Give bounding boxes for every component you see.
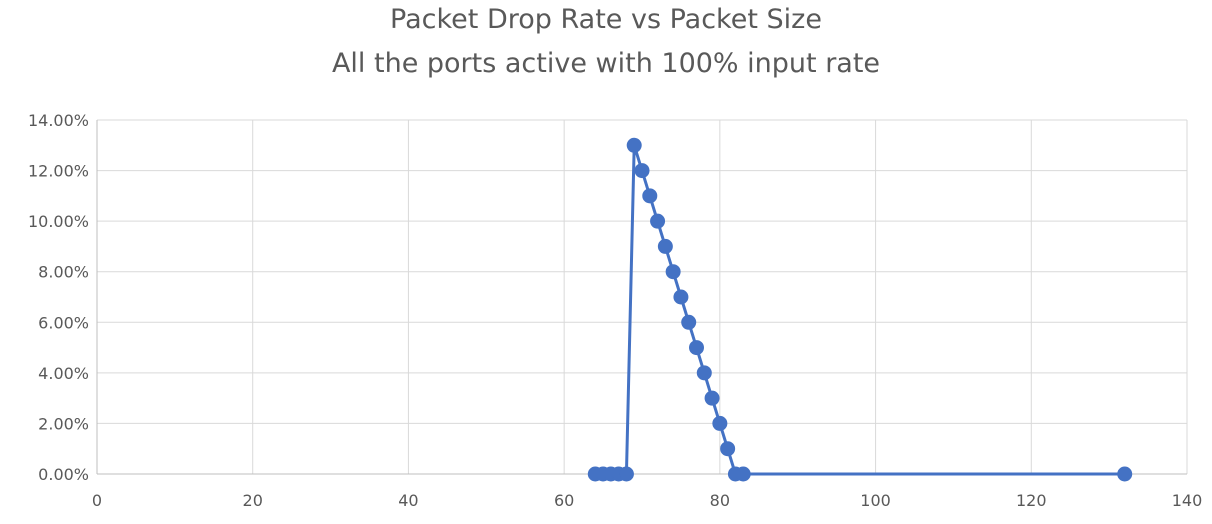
data-point [681, 314, 697, 330]
data-point [1117, 466, 1133, 482]
y-tick-label: 14.00% [28, 111, 89, 130]
y-tick-label: 12.00% [28, 162, 89, 181]
x-tick-label: 100 [860, 491, 891, 510]
x-tick-label: 80 [710, 491, 730, 510]
series-line [595, 143, 1125, 476]
data-point [650, 213, 666, 229]
y-tick-label: 2.00% [38, 414, 89, 433]
data-point [712, 415, 728, 431]
data-point [634, 163, 650, 179]
y-tick-label: 8.00% [38, 263, 89, 282]
x-tick-label: 120 [1016, 491, 1047, 510]
data-point [704, 390, 720, 406]
data-point [696, 365, 712, 381]
x-tick-label: 140 [1172, 491, 1203, 510]
data-point [642, 188, 658, 204]
y-tick-label: 4.00% [38, 364, 89, 383]
y-tick-label: 10.00% [28, 212, 89, 231]
data-point [618, 466, 634, 482]
data-point [626, 137, 642, 153]
y-tick-label: 6.00% [38, 313, 89, 332]
data-point [657, 238, 673, 254]
chart-subtitle: All the ports active with 100% input rat… [331, 48, 881, 79]
data-point [673, 289, 689, 305]
data-point [735, 466, 751, 482]
data-point [689, 340, 704, 356]
x-tick-label: 40 [398, 491, 418, 510]
x-tick-label: 60 [554, 491, 574, 510]
x-tick-label: 0 [92, 491, 102, 510]
chart-title: Packet Drop Rate vs Packet Size [390, 4, 822, 35]
data-point [665, 264, 681, 280]
data-point [720, 441, 736, 457]
x-tick-label: 20 [243, 491, 263, 510]
y-tick-label: 0.00% [38, 465, 89, 484]
